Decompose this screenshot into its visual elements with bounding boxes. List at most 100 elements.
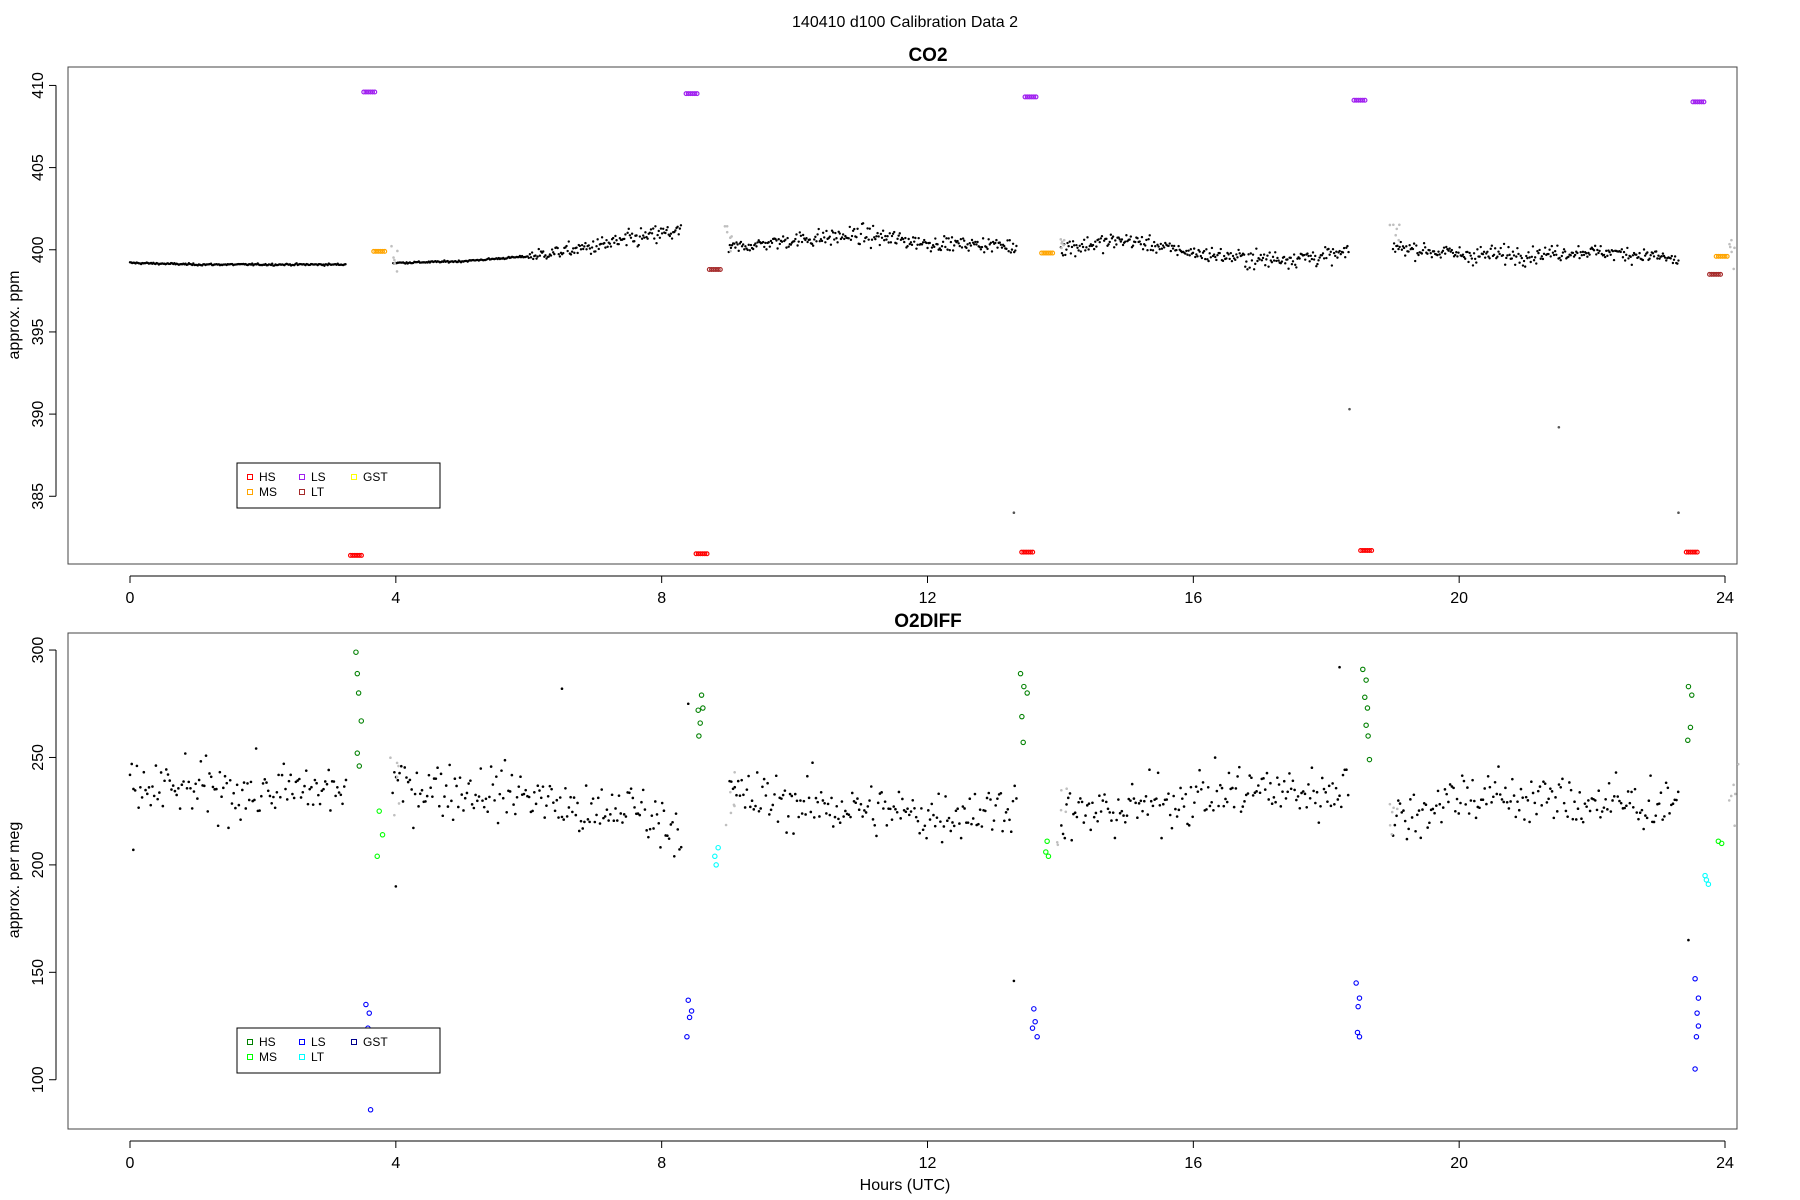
data-point [1123,821,1127,824]
calibration-ls-point [1695,995,1702,1001]
data-point [1516,800,1519,803]
data-point [1282,255,1286,259]
data-point [1649,254,1652,257]
data-point [978,245,981,249]
data-point [280,773,284,777]
data-point [641,234,645,237]
data-point [344,778,348,782]
data-point [628,234,632,237]
data-point [1148,234,1151,237]
data-point [1105,237,1108,241]
data-point [742,793,745,797]
data-point [891,232,895,235]
data-point [1549,255,1552,258]
data-point [500,769,503,772]
data-point [795,799,799,803]
data-point [650,814,654,817]
data-point [1097,238,1100,241]
data-point [968,242,971,245]
data-point [1011,242,1015,245]
data-point [1541,257,1545,261]
data-point [664,231,667,235]
data-point [609,813,612,816]
data-point [292,796,296,800]
data-point [1262,777,1265,780]
data-point [1658,257,1661,260]
co2-panel-title: CO2 [908,45,947,66]
data-point [666,226,669,229]
data-point [1065,803,1068,806]
data-point [517,785,521,788]
data-point [1236,775,1239,778]
data-point [573,251,576,255]
x-tick-label: 0 [126,590,135,607]
data-point [876,231,879,235]
data-point [196,797,199,800]
data-point [1006,239,1009,242]
calibration-ls-point [1031,1006,1037,1012]
data-point [1642,827,1645,831]
data-point [542,250,545,253]
data-point [670,237,674,240]
data-point [1396,244,1399,248]
legend-box [236,462,441,509]
data-point [580,243,584,247]
data-point [203,784,206,788]
data-point [1478,806,1481,810]
data-point [1227,253,1230,256]
data-point [805,237,808,240]
x-tick-label: 12 [919,1155,937,1172]
data-point [806,774,809,778]
calibration-hs-point [697,720,703,726]
data-point [1471,778,1474,782]
data-point [1455,251,1458,254]
outlier-point [1677,511,1680,514]
data-point [739,240,743,244]
data-point [740,245,744,248]
o2diff-y-axis-label: approx. per meg [6,822,23,939]
data-point [1647,799,1651,803]
data-point [1487,255,1490,258]
data-point [667,837,671,840]
data-point [895,810,899,814]
calibration-ls-point [1701,99,1707,105]
data-point [235,783,239,787]
data-point [1651,252,1655,255]
data-point [322,787,325,791]
data-point [959,237,963,241]
data-point [1334,254,1337,258]
flush-point [395,775,399,779]
calibration-hs-point [355,690,362,696]
data-point [418,792,422,796]
calibration-lt-point [1715,271,1721,277]
data-point [1663,256,1667,259]
data-point [1507,807,1511,810]
data-point [1277,783,1281,786]
data-point [677,233,680,236]
data-point [867,238,870,241]
data-point [907,813,911,817]
data-point [1168,242,1171,245]
data-point [754,242,757,245]
data-point [164,768,168,771]
data-point [1488,785,1492,789]
data-point [934,237,937,240]
calibration-hs-point [700,705,706,711]
data-point [406,780,410,784]
data-point [1184,252,1187,255]
data-point [637,243,640,247]
data-point [885,824,889,827]
data-point [896,237,899,241]
calibration-ls-point [363,1001,369,1008]
data-point [1419,836,1423,840]
data-point [775,239,778,242]
data-point [1193,801,1196,804]
data-point [524,788,527,792]
data-point [467,782,470,785]
data-point [1293,788,1296,792]
data-point [1317,821,1321,824]
data-point [296,779,299,782]
data-point [250,262,254,265]
x-tick-label: 20 [1450,590,1468,607]
